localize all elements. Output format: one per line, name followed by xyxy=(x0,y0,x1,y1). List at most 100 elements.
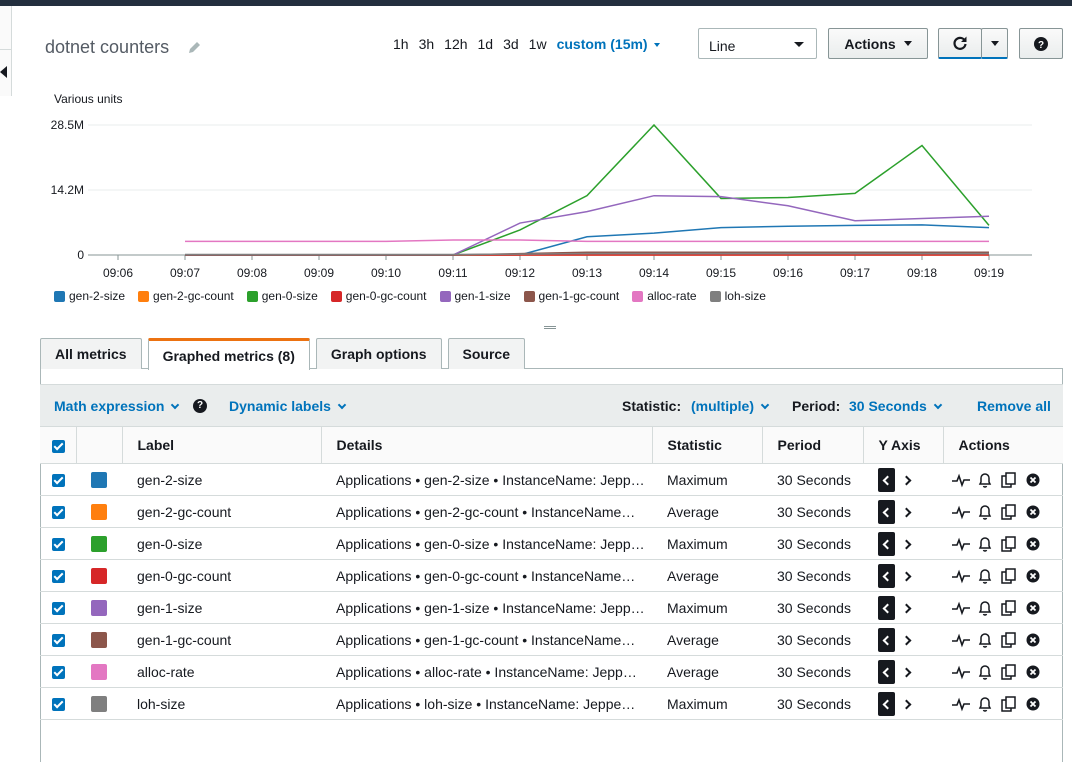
metric-period[interactable]: 30 Seconds xyxy=(762,527,863,560)
metric-period[interactable]: 30 Seconds xyxy=(762,623,863,656)
details-header[interactable]: Details xyxy=(320,426,652,464)
metric-graph-icon[interactable] xyxy=(951,695,971,713)
legend-item[interactable]: gen-1-gc-count xyxy=(523,289,619,303)
series-line-gen-2-size[interactable] xyxy=(185,224,990,256)
remove-icon[interactable] xyxy=(1023,471,1043,489)
row-checkbox[interactable] xyxy=(52,602,65,616)
tab-all-metrics[interactable]: All metrics xyxy=(40,338,142,369)
alarm-bell-icon[interactable] xyxy=(975,535,995,553)
series-color-swatch[interactable] xyxy=(91,600,107,617)
metric-label[interactable]: gen-1-gc-count xyxy=(122,623,321,656)
alarm-bell-icon[interactable] xyxy=(975,471,995,489)
metric-graph-icon[interactable] xyxy=(951,535,971,553)
metric-statistic[interactable]: Average xyxy=(652,655,762,688)
metric-statistic[interactable]: Maximum xyxy=(652,527,762,560)
metric-label[interactable]: gen-0-size xyxy=(122,527,321,560)
y-axis-left-button[interactable] xyxy=(878,563,895,588)
refresh-interval-dropdown[interactable] xyxy=(981,28,1008,59)
remove-icon[interactable] xyxy=(1023,535,1043,553)
row-checkbox[interactable] xyxy=(52,538,65,552)
metric-statistic[interactable]: Average xyxy=(652,623,762,656)
metric-statistic[interactable]: Average xyxy=(652,495,762,528)
y-axis-left-button[interactable] xyxy=(878,531,895,556)
row-checkbox[interactable] xyxy=(52,698,65,712)
row-checkbox[interactable] xyxy=(52,506,65,520)
math-expression-dropdown[interactable]: Math expression xyxy=(54,398,180,414)
row-checkbox[interactable] xyxy=(52,570,65,584)
remove-icon[interactable] xyxy=(1023,599,1043,617)
metric-period[interactable]: 30 Seconds xyxy=(762,655,863,688)
row-checkbox[interactable] xyxy=(52,666,65,680)
legend-item[interactable]: gen-0-size xyxy=(246,289,318,303)
time-range-1h[interactable]: 1h xyxy=(393,36,409,52)
refresh-button[interactable] xyxy=(938,28,982,59)
legend-item[interactable]: loh-size xyxy=(709,289,766,303)
help-icon[interactable]: ? xyxy=(193,399,207,413)
legend-item[interactable]: alloc-rate xyxy=(632,289,697,303)
collapse-panel-icon[interactable] xyxy=(0,66,7,78)
time-range-3h[interactable]: 3h xyxy=(418,36,435,52)
time-range-3d[interactable]: 3d xyxy=(503,36,519,52)
alarm-bell-icon[interactable] xyxy=(975,567,995,585)
remove-all-link[interactable]: Remove all xyxy=(977,398,1051,414)
series-color-swatch[interactable] xyxy=(91,632,107,649)
y-axis-right-button[interactable] xyxy=(901,660,915,684)
dynamic-labels-dropdown[interactable]: Dynamic labels xyxy=(229,398,347,414)
alarm-bell-icon[interactable] xyxy=(975,695,995,713)
y-axis-right-button[interactable] xyxy=(901,692,915,716)
metric-period[interactable]: 30 Seconds xyxy=(762,591,863,624)
time-range-12h[interactable]: 12h xyxy=(444,36,468,52)
y-axis-left-button[interactable] xyxy=(878,595,895,620)
remove-icon[interactable] xyxy=(1023,567,1043,585)
duplicate-icon[interactable] xyxy=(999,695,1019,713)
metric-label[interactable]: loh-size xyxy=(122,687,321,720)
statistic-header[interactable]: Statistic xyxy=(651,426,762,464)
alarm-bell-icon[interactable] xyxy=(975,599,995,617)
y-axis-right-button[interactable] xyxy=(901,532,915,556)
metric-graph-icon[interactable] xyxy=(951,503,971,521)
metric-label[interactable]: alloc-rate xyxy=(122,655,321,688)
series-color-swatch[interactable] xyxy=(91,472,107,489)
row-checkbox[interactable] xyxy=(52,634,65,648)
metric-statistic[interactable]: Maximum xyxy=(652,687,762,720)
metric-graph-icon[interactable] xyxy=(951,471,971,489)
series-color-swatch[interactable] xyxy=(91,696,107,713)
remove-icon[interactable] xyxy=(1023,503,1043,521)
remove-icon[interactable] xyxy=(1023,695,1043,713)
y-axis-right-button[interactable] xyxy=(901,468,915,492)
time-range-custom-15m[interactable]: custom (15m) xyxy=(552,34,665,54)
metric-label[interactable]: gen-0-gc-count xyxy=(122,559,321,592)
alarm-bell-icon[interactable] xyxy=(975,631,995,649)
y-axis-left-button[interactable] xyxy=(878,627,895,652)
pencil-icon[interactable] xyxy=(186,40,202,56)
tab-graphed-metrics[interactable]: Graphed metrics (8) xyxy=(147,338,310,370)
graph-type-select[interactable]: Line xyxy=(698,28,817,59)
duplicate-icon[interactable] xyxy=(999,471,1019,489)
metric-period[interactable]: 30 Seconds xyxy=(762,687,863,720)
metric-label[interactable]: gen-1-size xyxy=(122,591,321,624)
alarm-bell-icon[interactable] xyxy=(975,663,995,681)
y-axis-left-button[interactable] xyxy=(878,691,895,716)
duplicate-icon[interactable] xyxy=(999,503,1019,521)
series-line-alloc-rate[interactable] xyxy=(185,239,989,243)
series-color-swatch[interactable] xyxy=(91,664,107,681)
y-axis-right-button[interactable] xyxy=(901,500,915,524)
remove-icon[interactable] xyxy=(1023,663,1043,681)
duplicate-icon[interactable] xyxy=(999,599,1019,617)
period-dropdown[interactable]: 30 Seconds xyxy=(849,398,943,414)
metric-statistic[interactable]: Average xyxy=(652,559,762,592)
period-header[interactable]: Period xyxy=(761,426,863,464)
y-axis-left-button[interactable] xyxy=(878,659,895,684)
time-range-1w[interactable]: 1w xyxy=(528,36,547,52)
series-line-loh-size[interactable] xyxy=(185,252,989,256)
y-axis-left-button[interactable] xyxy=(878,499,895,524)
label-header[interactable]: Label xyxy=(121,426,321,464)
legend-item[interactable]: gen-2-gc-count xyxy=(138,289,234,303)
metric-period[interactable]: 30 Seconds xyxy=(762,559,863,592)
y-axis-right-button[interactable] xyxy=(901,564,915,588)
legend-item[interactable]: gen-0-gc-count xyxy=(330,289,427,303)
actions-button[interactable]: Actions xyxy=(828,28,928,59)
legend-item[interactable]: gen-2-size xyxy=(54,289,125,303)
metric-graph-icon[interactable] xyxy=(951,631,971,649)
metric-graph-icon[interactable] xyxy=(951,567,971,585)
